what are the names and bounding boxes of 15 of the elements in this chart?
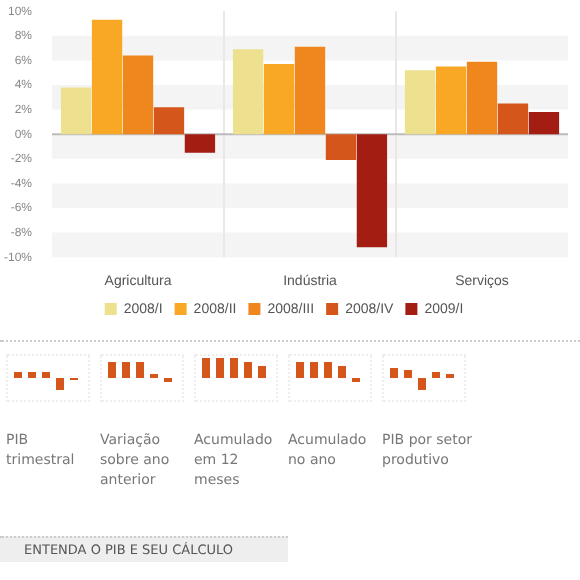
bar xyxy=(325,134,357,161)
bar xyxy=(497,103,529,135)
bar xyxy=(294,46,326,135)
bar xyxy=(435,66,467,135)
bar xyxy=(528,112,560,135)
bar xyxy=(91,19,123,135)
bar xyxy=(263,64,295,135)
bar xyxy=(356,134,388,248)
bar xyxy=(60,87,92,135)
bar xyxy=(122,55,154,135)
bar xyxy=(232,49,264,135)
bar xyxy=(184,134,216,153)
bar xyxy=(404,70,436,135)
bar xyxy=(153,107,185,135)
bar xyxy=(466,61,498,135)
